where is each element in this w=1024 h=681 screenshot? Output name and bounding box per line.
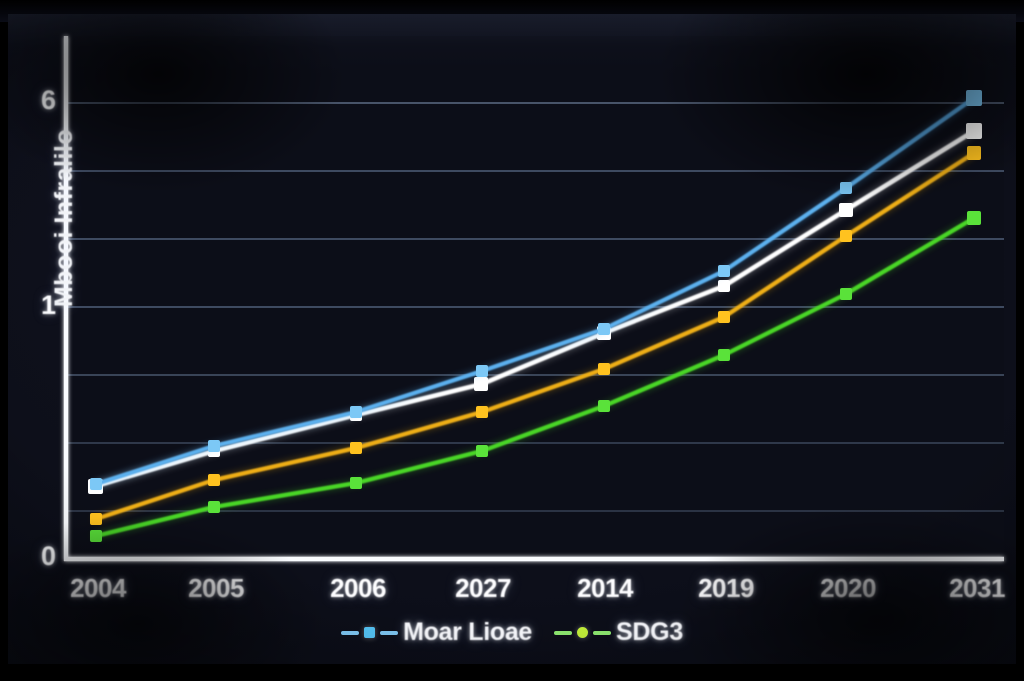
y-tick-label: 1: [40, 290, 56, 320]
legend-label: SDG3: [616, 618, 683, 646]
x-tick-label: 2031: [949, 573, 1005, 603]
x-tick-label: 2027: [455, 573, 511, 603]
x-tick-label: 2006: [330, 573, 386, 603]
legend-line-swatch-icon: [593, 630, 612, 635]
x-tick-label: 2004: [70, 573, 126, 603]
x-tick-label: 2005: [188, 573, 244, 603]
legend-line-swatch-icon: [380, 630, 399, 635]
bezel-bottom-edge: [0, 659, 1024, 681]
x-tick-label: 2019: [698, 573, 754, 603]
legend-item-moar-lioae[interactable]: Moar Lioae: [341, 618, 532, 647]
legend-item-sdg3[interactable]: SDG3: [554, 618, 683, 647]
legend-label: Moar Lioae: [403, 618, 533, 646]
legend-marker-icon: [364, 627, 376, 638]
x-tick-label: 2020: [820, 573, 876, 603]
monitor-screen: Mbooi Infralilo 6 1 0 2004 2005 2006 202…: [8, 14, 1016, 664]
legend-line-swatch-icon: [341, 630, 360, 635]
x-tick-label: 2014: [577, 573, 633, 603]
y-tick-label: 6: [40, 85, 56, 115]
y-tick-label: 0: [40, 541, 56, 571]
line-chart: [63, 36, 1004, 562]
legend-line-swatch-icon: [554, 630, 573, 635]
legend-marker-icon: [577, 627, 589, 638]
chart-legend: Moar Lioae SDG3: [8, 618, 1016, 647]
